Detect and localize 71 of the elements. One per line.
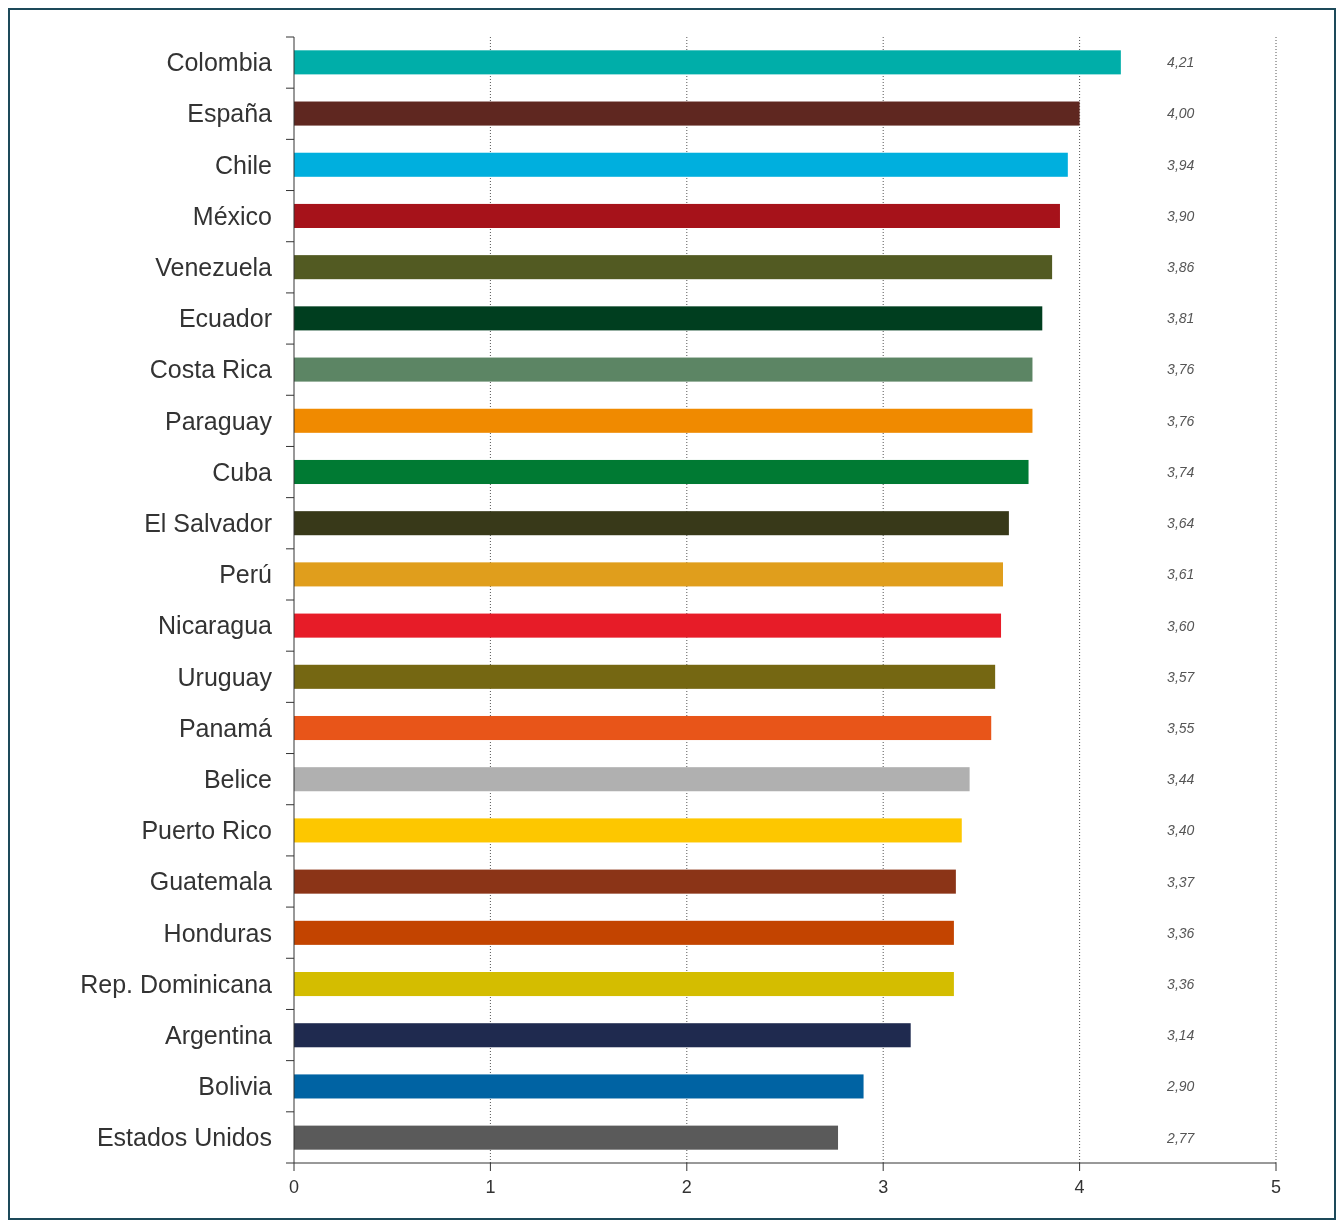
data-label: 2,90 xyxy=(1166,1078,1195,1095)
data-label: 3,81 xyxy=(1167,310,1195,327)
y-tick-label: Argentina xyxy=(164,1020,273,1049)
y-tick-label: El Salvador xyxy=(144,508,272,537)
x-tick-label: 0 xyxy=(288,1177,300,1197)
y-tick-label: Colombia xyxy=(166,48,273,77)
bar xyxy=(294,920,954,945)
y-tick-label: España xyxy=(187,99,273,128)
data-label: 3,36 xyxy=(1167,975,1195,992)
y-tick-label: Panamá xyxy=(178,713,273,742)
x-tick-label: 2 xyxy=(681,1177,692,1197)
bar xyxy=(294,613,1002,638)
y-tick-label: Nicaragua xyxy=(158,611,273,640)
data-label: 4,21 xyxy=(1167,54,1195,71)
data-label: 3,86 xyxy=(1167,259,1195,276)
bar xyxy=(294,511,1009,536)
data-label: 3,94 xyxy=(1167,156,1195,173)
y-tick-label: Bolivia xyxy=(198,1072,273,1101)
bar xyxy=(294,664,996,689)
y-tick-label: Belice xyxy=(203,764,272,793)
data-label: 3,61 xyxy=(1167,566,1195,583)
bar xyxy=(294,818,962,843)
x-tick-label: 5 xyxy=(1270,1177,1282,1197)
y-tick-label: Cuba xyxy=(212,457,273,486)
data-label: 3,76 xyxy=(1167,412,1195,429)
bar xyxy=(294,459,1029,485)
y-tick-label: Venezuela xyxy=(155,252,273,281)
y-tick-label: Chile xyxy=(215,150,272,179)
data-label: 3,64 xyxy=(1167,515,1195,532)
data-label: 3,76 xyxy=(1167,361,1195,378)
data-label: 3,36 xyxy=(1167,924,1195,941)
data-label: 3,14 xyxy=(1167,1027,1195,1044)
bar xyxy=(294,972,954,997)
bar xyxy=(294,1023,911,1048)
data-label: 3,60 xyxy=(1167,617,1195,634)
bar xyxy=(294,255,1053,280)
bar xyxy=(294,1074,864,1099)
y-tick-label: México xyxy=(192,201,272,230)
y-tick-label: Paraguay xyxy=(164,406,273,435)
y-tick-label: Perú xyxy=(219,560,272,589)
data-label: 3,40 xyxy=(1167,822,1195,839)
bar xyxy=(294,152,1068,177)
y-tick-label: Estados Unidos xyxy=(96,1123,272,1152)
x-tick-label: 1 xyxy=(485,1177,496,1197)
y-tick-label: Costa Rica xyxy=(149,355,273,384)
bar xyxy=(294,715,992,741)
y-tick-label: Ecuador xyxy=(178,304,272,333)
bar xyxy=(294,101,1080,126)
bar xyxy=(294,408,1033,433)
data-label: 3,90 xyxy=(1167,207,1195,224)
y-tick-label: Uruguay xyxy=(177,662,273,691)
bar xyxy=(294,306,1043,331)
y-tick-label: Guatemala xyxy=(149,867,273,896)
data-label: 3,55 xyxy=(1167,719,1195,736)
y-tick-label: Puerto Rico xyxy=(141,816,272,845)
data-label: 3,44 xyxy=(1167,771,1195,788)
x-tick-label: 4 xyxy=(1074,1177,1085,1197)
bar xyxy=(294,869,956,894)
bar xyxy=(294,50,1121,75)
x-tick-label: 3 xyxy=(878,1177,889,1197)
bar xyxy=(294,203,1060,228)
data-label: 3,74 xyxy=(1167,463,1195,480)
data-label: 4,00 xyxy=(1167,105,1195,122)
data-label: 2,77 xyxy=(1166,1129,1196,1146)
bar xyxy=(294,767,970,792)
y-tick-label: Rep. Dominicana xyxy=(80,969,273,998)
bar xyxy=(294,357,1033,382)
y-tick-label: Honduras xyxy=(163,918,272,947)
data-label: 3,37 xyxy=(1167,873,1196,890)
bar xyxy=(294,562,1003,587)
data-label: 3,57 xyxy=(1167,668,1196,685)
